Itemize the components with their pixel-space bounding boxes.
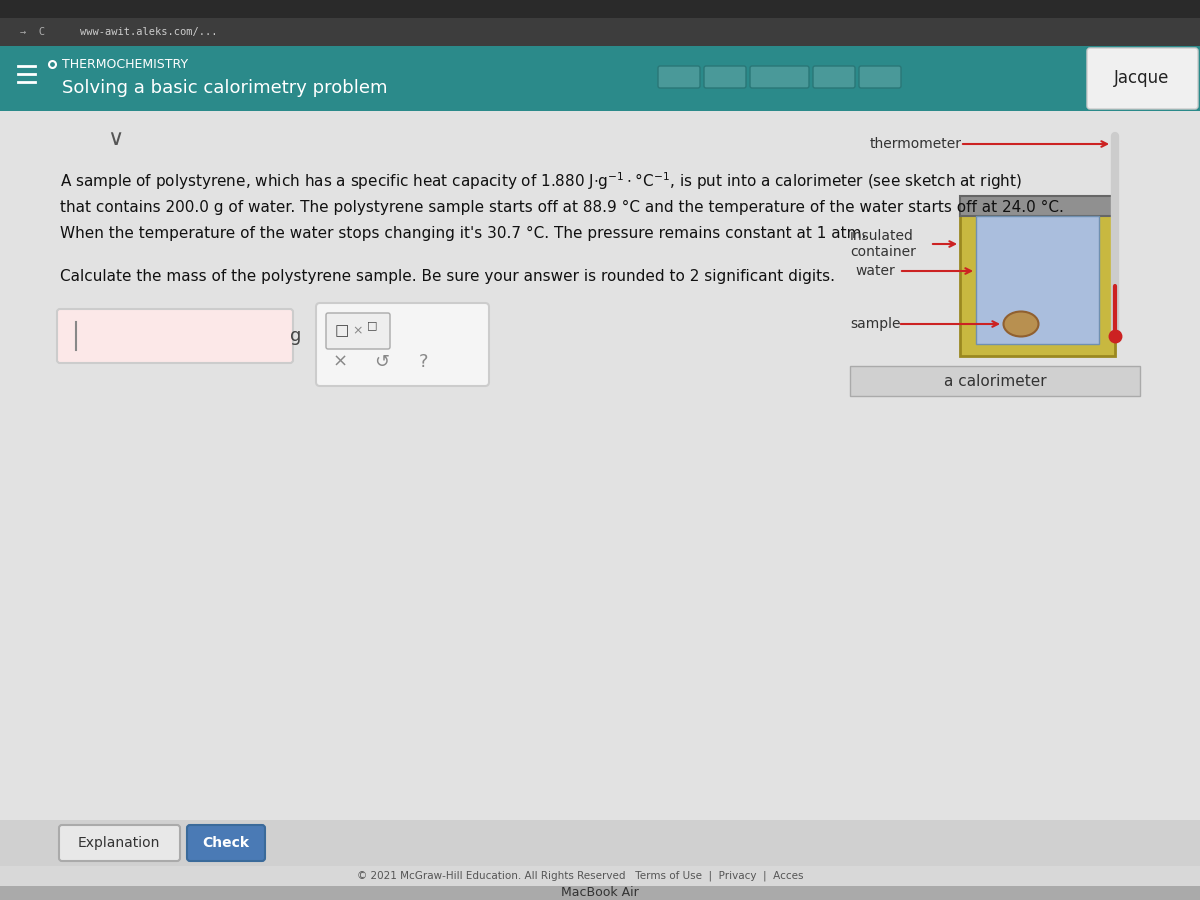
Bar bbox=[0, 111, 1200, 900]
Text: Check: Check bbox=[203, 836, 250, 850]
Text: a calorimeter: a calorimeter bbox=[943, 374, 1046, 389]
Text: ∨: ∨ bbox=[107, 129, 124, 149]
Bar bbox=[0, 820, 1200, 866]
Text: THERMOCHEMISTRY: THERMOCHEMISTRY bbox=[62, 58, 188, 70]
FancyBboxPatch shape bbox=[58, 309, 293, 363]
Bar bbox=[0, 866, 1200, 886]
Text: When the temperature of the water stops changing it's 30.7 °C. The pressure rema: When the temperature of the water stops … bbox=[60, 226, 866, 240]
Text: Explanation: Explanation bbox=[78, 836, 160, 850]
FancyBboxPatch shape bbox=[814, 66, 854, 88]
FancyBboxPatch shape bbox=[326, 313, 390, 349]
FancyBboxPatch shape bbox=[850, 366, 1140, 396]
FancyBboxPatch shape bbox=[859, 66, 901, 88]
FancyBboxPatch shape bbox=[704, 66, 746, 88]
Text: →  C: → C bbox=[20, 27, 46, 37]
FancyBboxPatch shape bbox=[750, 66, 809, 88]
Bar bbox=[960, 196, 1115, 356]
FancyBboxPatch shape bbox=[59, 825, 180, 861]
FancyBboxPatch shape bbox=[187, 825, 265, 861]
Bar bbox=[976, 216, 1099, 344]
Text: water: water bbox=[854, 264, 895, 278]
Text: that contains 200.0 g of water. The polystyrene sample starts off at 88.9 °C and: that contains 200.0 g of water. The poly… bbox=[60, 200, 1064, 214]
Bar bbox=[0, 0, 1200, 18]
Text: ×: × bbox=[332, 353, 348, 371]
FancyBboxPatch shape bbox=[658, 66, 700, 88]
Bar bbox=[0, 886, 1200, 900]
Text: sample: sample bbox=[850, 317, 900, 331]
Text: □: □ bbox=[367, 320, 377, 330]
Text: insulated: insulated bbox=[850, 229, 914, 243]
Bar bbox=[960, 196, 1115, 216]
Text: g: g bbox=[290, 327, 301, 345]
Text: □: □ bbox=[335, 323, 349, 338]
Text: thermometer: thermometer bbox=[870, 137, 962, 151]
Text: © 2021 McGraw-Hill Education. All Rights Reserved   Terms of Use  |  Privacy  | : © 2021 McGraw-Hill Education. All Rights… bbox=[356, 871, 803, 881]
Text: ?: ? bbox=[419, 353, 428, 371]
Text: MacBook Air: MacBook Air bbox=[562, 886, 638, 899]
Text: Calculate the mass of the polystyrene sample. Be sure your answer is rounded to : Calculate the mass of the polystyrene sa… bbox=[60, 269, 835, 284]
Text: A sample of polystyrene, which has a specific heat capacity of 1.880 J$\cdot$g$^: A sample of polystyrene, which has a spe… bbox=[60, 170, 1022, 192]
Text: Jacque: Jacque bbox=[1115, 69, 1170, 87]
Bar bbox=[0, 18, 1200, 46]
FancyBboxPatch shape bbox=[316, 303, 490, 386]
Text: Solving a basic calorimetry problem: Solving a basic calorimetry problem bbox=[62, 79, 388, 97]
Text: ×: × bbox=[353, 325, 364, 338]
Text: www-awit.aleks.com/...: www-awit.aleks.com/... bbox=[80, 27, 217, 37]
FancyBboxPatch shape bbox=[1087, 48, 1198, 109]
Text: container: container bbox=[850, 245, 916, 259]
Bar bbox=[0, 46, 1200, 111]
Ellipse shape bbox=[1003, 311, 1038, 337]
Text: ↺: ↺ bbox=[374, 353, 390, 371]
